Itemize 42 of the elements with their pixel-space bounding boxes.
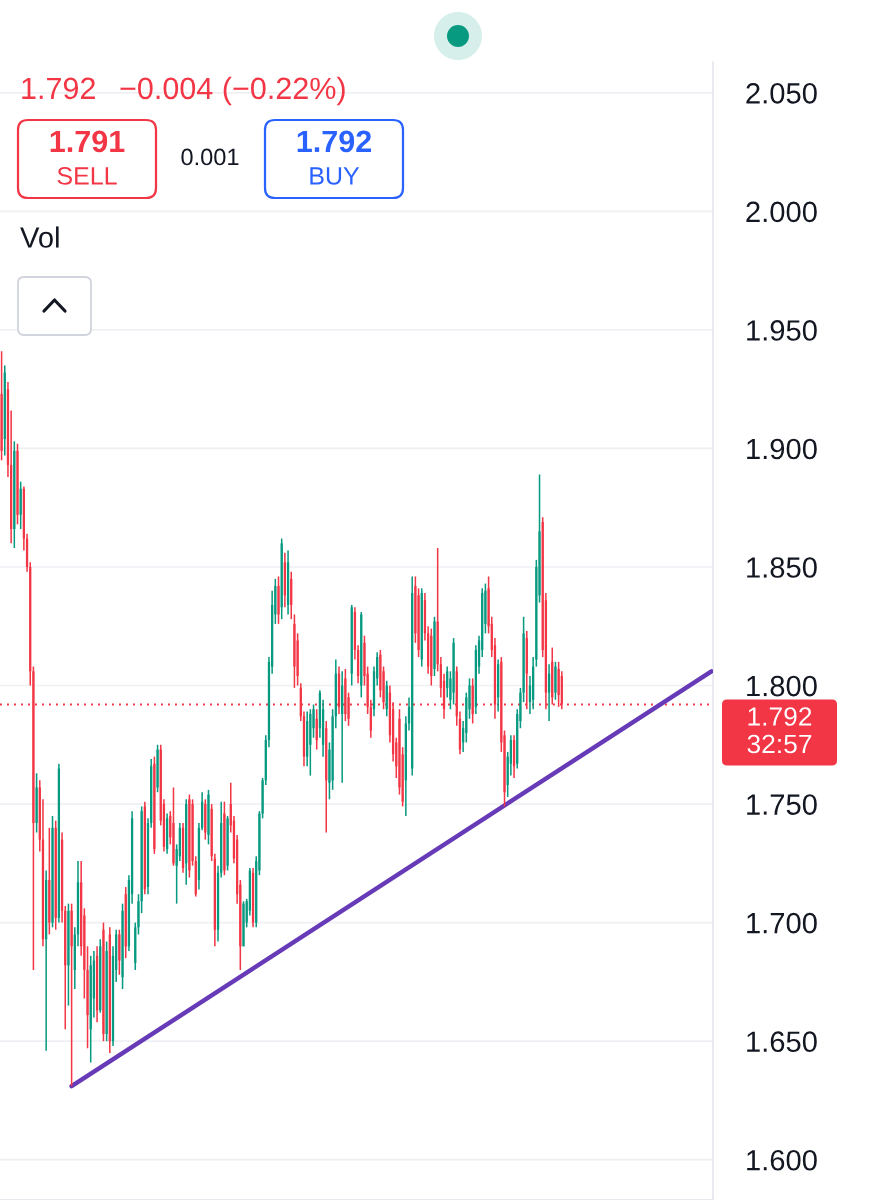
- y-tick-label: 1.800: [747, 675, 817, 697]
- candlestick: [226, 815, 229, 872]
- annotation: BUY: [310, 167, 360, 185]
- annotation: Vol: [20, 226, 59, 248]
- candlestick: [0, 350, 3, 462]
- y-tick-label: 1.650: [747, 1031, 817, 1053]
- candlestick: [51, 815, 54, 929]
- candlestick: [35, 772, 38, 834]
- candlestick: [70, 902, 73, 1087]
- candlestick: [207, 789, 210, 846]
- annotation: 1.792: [22, 77, 95, 100]
- annotation: −0.004 (−0.22%): [120, 76, 345, 106]
- candlestick: [105, 940, 108, 1042]
- candlestick: [188, 793, 191, 879]
- y-tick-label: 1.900: [747, 438, 817, 460]
- candlestick: [172, 786, 175, 867]
- candlestick: [277, 575, 280, 625]
- y-tick-label: 1.850: [747, 557, 817, 578]
- y-tick-label: 1.750: [747, 794, 817, 815]
- candlestick: [67, 902, 70, 1007]
- candlestick: [452, 637, 455, 706]
- ref-line-label: 1.792 32:57: [747, 707, 812, 754]
- candlestick: [223, 800, 226, 876]
- candlestick: [293, 613, 296, 689]
- candlestick: [16, 442, 19, 526]
- annotation: SELL: [57, 167, 117, 185]
- y-tick-label: 2.000: [746, 201, 817, 223]
- candlestick: [156, 744, 159, 793]
- y-tick-label: 1.950: [747, 320, 817, 341]
- y-tick-label: 1.700: [747, 912, 817, 934]
- candlestick: [153, 755, 156, 855]
- y-tick-label: 1.600: [747, 1149, 817, 1171]
- candlestick: [102, 921, 105, 1042]
- annotation: 1.791: [50, 130, 125, 153]
- candlestick: [433, 616, 436, 677]
- candlestick: [121, 902, 124, 990]
- annotation: 0.001: [181, 148, 239, 166]
- y-tick-label: 2.050: [746, 83, 817, 104]
- candlestick: [554, 661, 557, 701]
- candlestick: [242, 900, 245, 948]
- candlestick: [118, 928, 121, 976]
- annotation: 1.792: [297, 130, 372, 153]
